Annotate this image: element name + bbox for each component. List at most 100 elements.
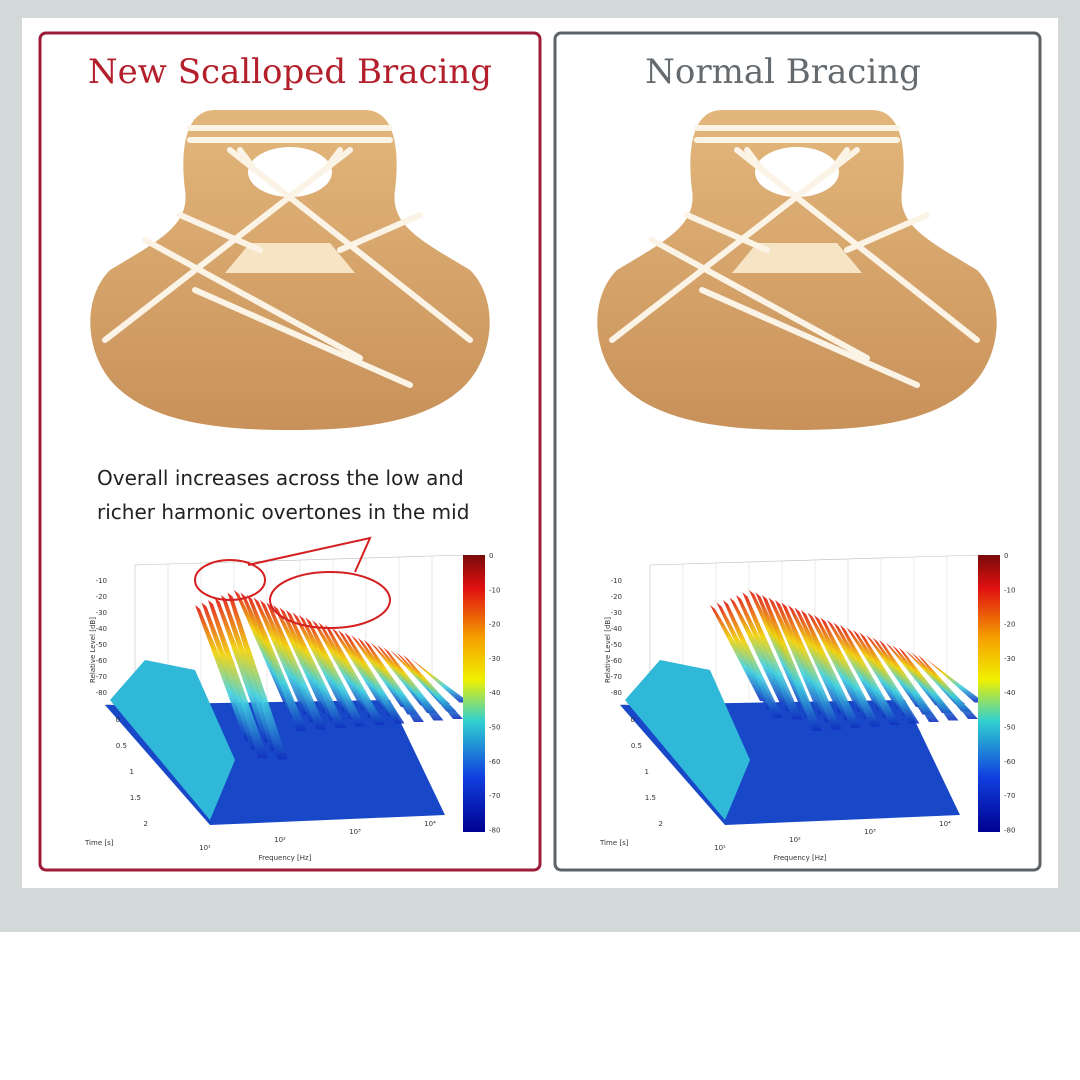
waterfall-low: [110, 660, 235, 820]
tick-label: 0: [116, 716, 120, 724]
colorbar-label: -80: [489, 826, 500, 834]
guitar-top: [597, 110, 997, 430]
tick-label: -10: [96, 577, 107, 585]
tick-label: -20: [611, 593, 622, 601]
tick-label: 0.5: [631, 742, 642, 750]
spectral-ridge: [305, 617, 366, 727]
colorbar-label: -20: [1004, 621, 1015, 629]
axis-title: Frequency [Hz]: [774, 854, 827, 862]
tick-label: 0.5: [116, 742, 127, 750]
colorbar-label: 0: [489, 552, 493, 560]
waterfall-plot: Relative Level [dB] -10 -20 -30 -40 -50 -60 -70…: [84, 552, 500, 862]
tick-label: 10¹: [714, 844, 726, 852]
brace: [829, 147, 850, 173]
tick-label: -30: [96, 609, 107, 617]
caption-line: richer harmonic overtones in the mid: [97, 500, 469, 524]
tick-label: 0: [631, 716, 635, 724]
tick-label: -80: [96, 689, 107, 697]
brace: [192, 287, 413, 388]
spectral-ridge: [344, 632, 405, 724]
tick-label: 2: [659, 820, 663, 828]
colorbar-label: -70: [1004, 792, 1015, 800]
spectral-ridge: [403, 655, 463, 719]
axis-title: Relative Level [dB]: [604, 617, 612, 683]
tick-label: 1: [645, 768, 649, 776]
axis-title: Frequency [Hz]: [259, 854, 312, 862]
waterfall-plot: Relative Level [dB] -10 -20 -30 -40 -50 -60 -70…: [599, 552, 1015, 862]
spectral-ridge: [247, 595, 307, 731]
tick-label: -70: [96, 673, 107, 681]
highlight-mark: [247, 536, 372, 573]
panel-frame: [38, 31, 542, 872]
tick-label: 10²: [274, 836, 286, 844]
tick-label: 1.5: [645, 794, 656, 802]
spectral-ridge: [208, 600, 268, 758]
spectral-ridge: [325, 625, 385, 725]
brace: [699, 287, 920, 388]
panel-title: Normal Bracing: [645, 52, 921, 92]
brace: [649, 237, 870, 361]
spectral-ridge: [286, 610, 346, 728]
tick-label: 10¹: [199, 844, 211, 852]
panel-frame: [553, 31, 1042, 872]
colorbar-label: -60: [1004, 758, 1015, 766]
colorbar: [978, 555, 1000, 832]
tick-label: -40: [96, 625, 107, 633]
tick-label: 10³: [349, 828, 361, 836]
brace: [609, 147, 860, 343]
tick-label: -50: [96, 641, 107, 649]
tick-label: 2: [144, 820, 148, 828]
tick-label: 10³: [864, 828, 876, 836]
brace: [142, 237, 363, 361]
brace: [744, 147, 765, 173]
brace: [337, 212, 423, 253]
colorbar-label: -10: [1004, 586, 1015, 594]
waterfall-low: [625, 660, 750, 820]
colorbar-label: 0: [1004, 552, 1008, 560]
brace: [322, 147, 343, 173]
tick-label: -10: [611, 577, 622, 585]
colorbar-label: -30: [1004, 655, 1015, 663]
tick-label: -30: [611, 609, 622, 617]
colorbar-label: -60: [489, 758, 500, 766]
tick-label: 10²: [789, 836, 801, 844]
tick-label: 1.5: [130, 794, 141, 802]
spectral-ridge: [840, 625, 900, 725]
tick-label: 10⁴: [424, 820, 436, 828]
spectral-ridge: [364, 640, 424, 722]
highlight-mark: [269, 571, 391, 629]
brace: [237, 147, 258, 173]
spectral-ridge: [898, 647, 959, 721]
tick-label: -70: [611, 673, 622, 681]
panel-title: New Scalloped Bracing: [88, 52, 492, 92]
colorbar-label: -70: [489, 792, 500, 800]
axis-title: Relative Level [dB]: [89, 617, 97, 683]
colorbar-label: -10: [489, 586, 500, 594]
spectral-ridge: [383, 647, 444, 721]
colorbar-label: -30: [489, 655, 500, 663]
tick-label: 10⁴: [939, 820, 951, 828]
brace: [102, 147, 353, 343]
spectral-ridge: [742, 592, 803, 720]
spectral-ridge: [266, 602, 327, 730]
spectral-ridge: [762, 595, 822, 731]
tick-label: -50: [611, 641, 622, 649]
colorbar-label: -20: [489, 621, 500, 629]
brace: [844, 212, 930, 253]
colorbar: [463, 555, 485, 832]
spectral-ridge: [918, 655, 978, 719]
tick-label: 1: [130, 768, 134, 776]
tick-label: -40: [611, 625, 622, 633]
spectral-ridge: [859, 632, 920, 724]
guitar-top: [90, 110, 490, 430]
colorbar-label: -40: [1004, 689, 1015, 697]
axis-title: Time [s]: [599, 839, 629, 847]
colorbar-label: -50: [489, 724, 500, 732]
tick-label: -20: [96, 593, 107, 601]
spectral-ridge: [227, 592, 288, 760]
colorbar-label: -40: [489, 689, 500, 697]
caption-line: Overall increases across the low and: [97, 466, 464, 490]
tick-label: -80: [611, 689, 622, 697]
tick-label: -60: [611, 657, 622, 665]
